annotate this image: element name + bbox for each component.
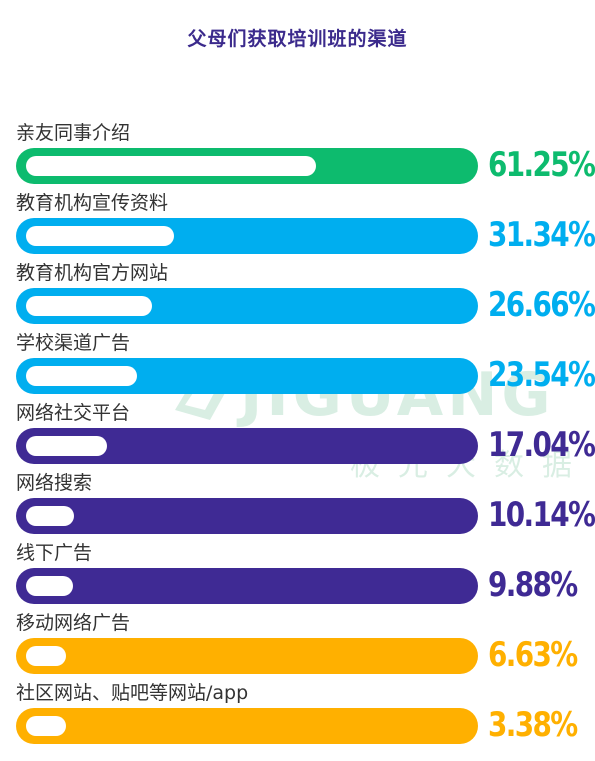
bar-track xyxy=(16,708,478,744)
bar-value-fill xyxy=(26,296,153,316)
bar-value-fill xyxy=(26,506,74,526)
bar-category-label: 网络社交平台 xyxy=(16,402,131,424)
bar-value-fill xyxy=(26,156,316,176)
bar-category-label: 教育机构宣传资料 xyxy=(16,192,169,214)
bar-value-label: 3.38% xyxy=(488,705,578,745)
bar-track xyxy=(16,288,478,324)
bar-category-label: 社区网站、贴吧等网站/app xyxy=(16,682,249,704)
bar-row: 亲友同事介绍 61.25% xyxy=(0,118,595,188)
bar-track xyxy=(16,428,478,464)
bar-row: 教育机构宣传资料 31.34% xyxy=(0,188,595,258)
bar-value-fill xyxy=(26,716,66,736)
bar-row: 线下广告 9.88% xyxy=(0,538,595,608)
bar-track xyxy=(16,218,478,254)
chart-title: 父母们获取培训班的渠道 xyxy=(187,28,408,50)
bar-value-fill xyxy=(26,226,175,246)
bar-category-label: 线下广告 xyxy=(16,542,93,564)
bar-value-label: 6.63% xyxy=(488,635,578,675)
bar-row: 教育机构官方网站 26.66% xyxy=(0,258,595,328)
bar-row: 网络搜索 10.14% xyxy=(0,468,595,538)
bar-value-label: 23.54% xyxy=(488,355,595,395)
bar-value-fill xyxy=(26,436,107,456)
bar-value-fill xyxy=(26,366,138,386)
bar-value-label: 9.88% xyxy=(488,565,578,605)
bar-row: 移动网络广告 6.63% xyxy=(0,608,595,678)
bar-track xyxy=(16,498,478,534)
bar-track xyxy=(16,638,478,674)
bar-row: 社区网站、贴吧等网站/app 3.38% xyxy=(0,678,595,748)
bar-value-fill xyxy=(26,646,66,666)
bar-value-label: 17.04% xyxy=(488,425,595,465)
bar-category-label: 亲友同事介绍 xyxy=(16,122,131,144)
bar-value-fill xyxy=(26,576,73,596)
bar-value-label: 31.34% xyxy=(488,215,595,255)
bar-category-label: 网络搜索 xyxy=(16,472,93,494)
bar-row: 网络社交平台 17.04% xyxy=(0,398,595,468)
bar-category-label: 移动网络广告 xyxy=(16,612,131,634)
bar-track xyxy=(16,358,478,394)
bar-value-label: 26.66% xyxy=(488,285,595,325)
bar-value-label: 10.14% xyxy=(488,495,595,535)
bar-track xyxy=(16,148,478,184)
bar-category-label: 学校渠道广告 xyxy=(16,332,131,354)
bar-row: 学校渠道广告 23.54% xyxy=(0,328,595,398)
bar-category-label: 教育机构官方网站 xyxy=(16,262,169,284)
bar-value-label: 61.25% xyxy=(488,145,595,185)
bar-track xyxy=(16,568,478,604)
